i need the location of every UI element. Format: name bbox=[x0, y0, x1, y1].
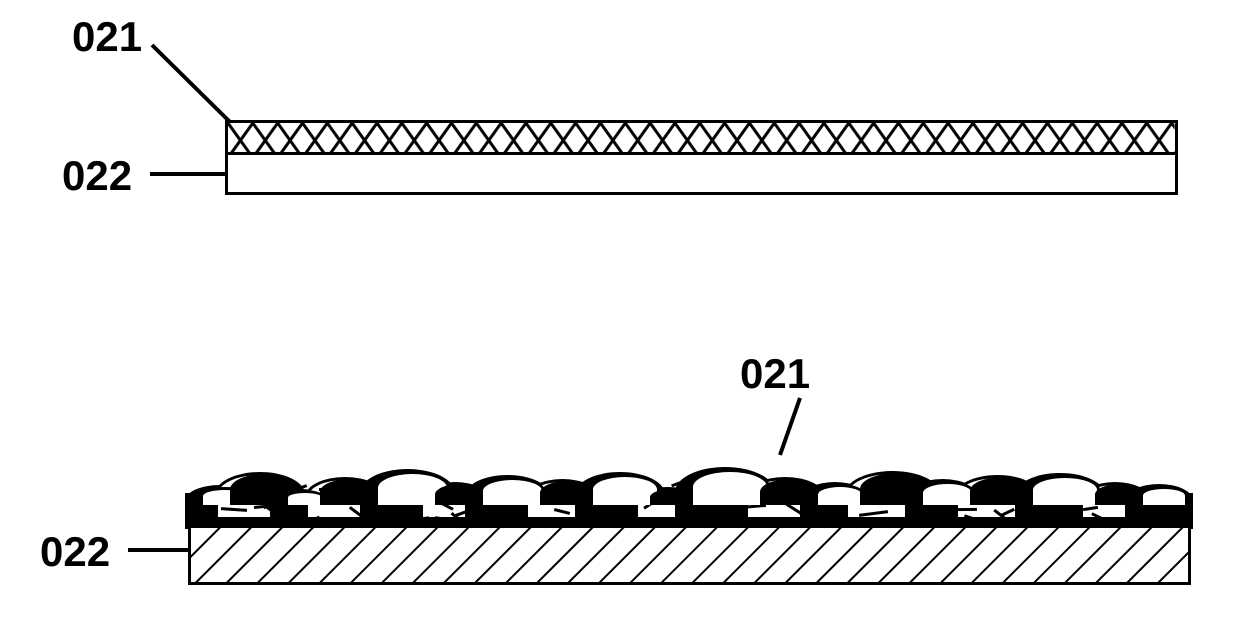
bottom-layer-021-rough bbox=[185, 453, 1193, 525]
rough-bump bbox=[920, 481, 975, 505]
bottom-layer-022 bbox=[188, 525, 1191, 585]
diagonal-hatch-pattern bbox=[189, 526, 1190, 585]
rough-bump bbox=[650, 489, 695, 505]
rough-bump bbox=[815, 484, 865, 505]
rough-bump bbox=[1030, 475, 1100, 505]
texture-noise bbox=[955, 507, 977, 510]
crosshatch-pattern bbox=[228, 123, 1175, 158]
top-layer-022 bbox=[225, 155, 1178, 195]
leader-bottom-022 bbox=[128, 548, 188, 552]
rough-bump bbox=[690, 469, 770, 505]
rough-bump bbox=[540, 481, 595, 505]
rough-bump bbox=[760, 479, 820, 505]
top-layer-021 bbox=[225, 120, 1178, 155]
label-top-021: 021 bbox=[72, 13, 142, 61]
rough-bump bbox=[1095, 484, 1145, 505]
rough-bump bbox=[1140, 486, 1188, 505]
leader-top-022 bbox=[150, 172, 228, 176]
label-bottom-021: 021 bbox=[740, 350, 810, 398]
rough-bump bbox=[285, 490, 325, 505]
label-top-022: 022 bbox=[62, 152, 132, 200]
rough-bump bbox=[320, 479, 380, 505]
label-bottom-022: 022 bbox=[40, 528, 110, 576]
rough-bump bbox=[970, 477, 1035, 505]
rough-bump bbox=[480, 477, 545, 505]
rough-bump bbox=[435, 484, 485, 505]
